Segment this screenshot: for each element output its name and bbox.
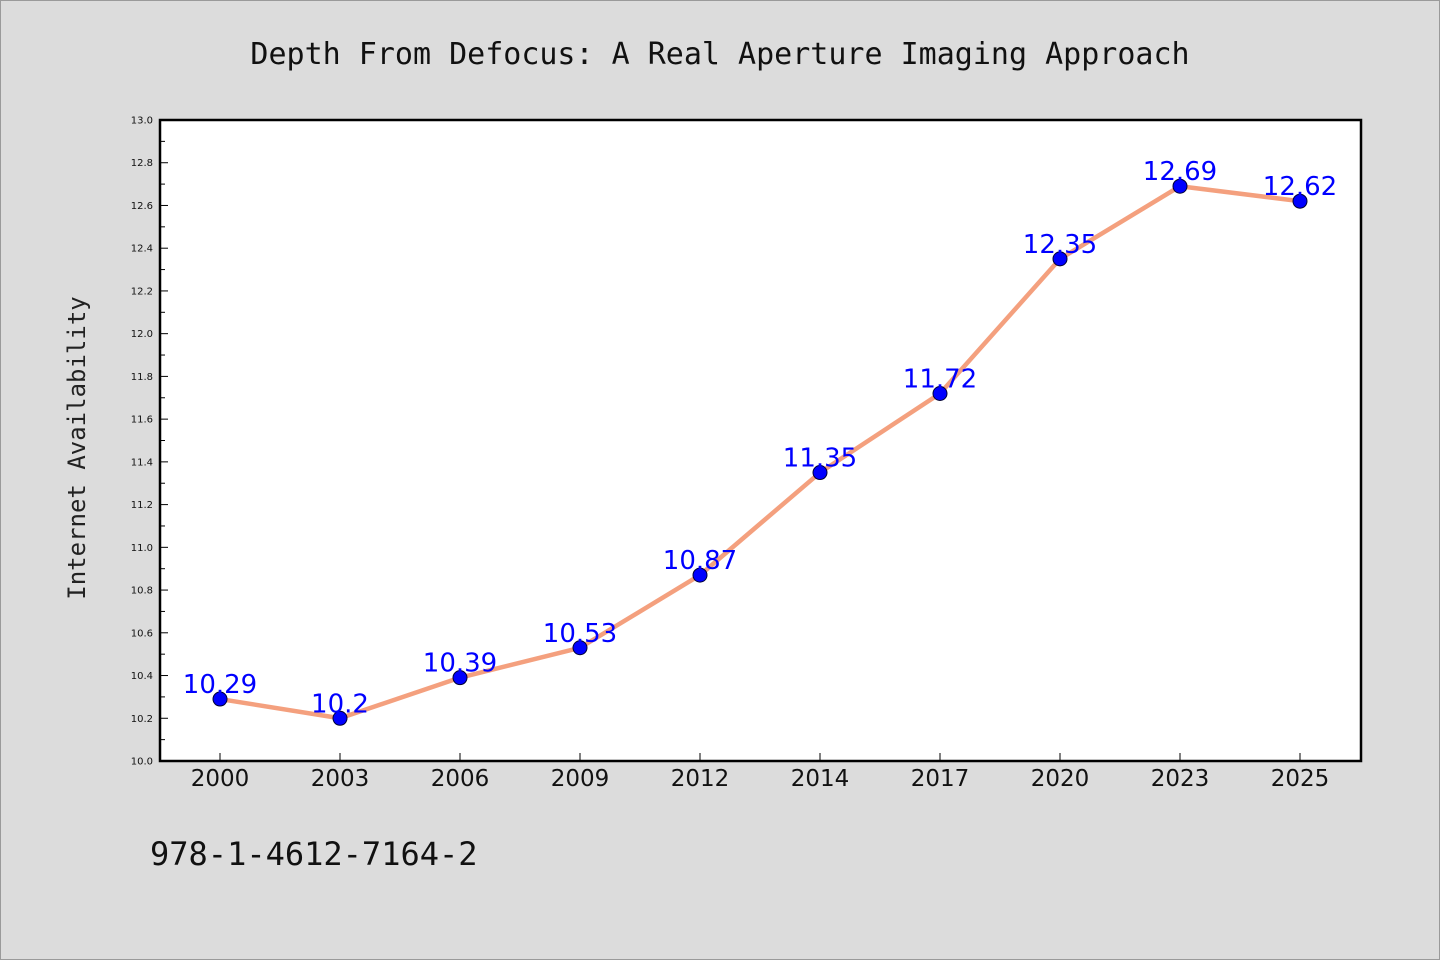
data-point <box>212 691 228 707</box>
y-tick-label: 12.6 <box>131 201 153 212</box>
x-tick-label: 2000 <box>191 766 250 792</box>
y-tick-label: 11.0 <box>131 543 153 554</box>
y-tick-label: 10.2 <box>131 714 153 725</box>
data-label: 12.69 <box>1143 157 1217 187</box>
y-tick-label: 10.8 <box>131 586 153 597</box>
y-tick-label: 13.0 <box>131 116 153 127</box>
data-label: 11.35 <box>783 444 857 474</box>
marker-group <box>212 178 1308 726</box>
data-point <box>812 465 828 481</box>
y-tick-label: 11.6 <box>131 415 153 426</box>
data-label: 10.53 <box>543 619 617 649</box>
data-point <box>572 640 588 656</box>
y-tick-label: 12.8 <box>131 158 153 169</box>
chart-title: Depth From Defocus: A Real Aperture Imag… <box>250 37 1189 72</box>
data-label: 10.87 <box>663 546 737 576</box>
y-tick-label: 10.4 <box>131 671 153 682</box>
data-label: 12.62 <box>1263 172 1337 202</box>
x-tick-label: 2006 <box>431 766 490 792</box>
y-axis-label: Internet Availability <box>63 296 91 599</box>
y-tick-label: 12.4 <box>131 244 153 255</box>
data-label: 10.39 <box>423 649 497 679</box>
data-point <box>332 710 348 726</box>
series-line-group <box>217 183 1303 721</box>
data-point <box>1052 251 1068 267</box>
y-tick-label: 12.0 <box>131 329 153 340</box>
isbn-text: 978-1-4612-7164-2 <box>150 835 478 873</box>
x-tick-label: 2003 <box>311 766 370 792</box>
x-tick-label: 2020 <box>1031 766 1090 792</box>
y-tick-label: 11.8 <box>131 372 153 383</box>
data-label-group: 10.29 10.2 10.39 10.53 10.87 11.35 11.72 12.35 1… <box>183 157 1337 719</box>
y-tick-label: 11.2 <box>131 500 153 511</box>
plot-area <box>158 118 1363 763</box>
x-tick-label: 2025 <box>1271 766 1330 792</box>
data-label: 10.2 <box>311 689 369 719</box>
x-axis-ticks: 2000 2003 2006 2009 2012 2014 2017 2020 2023 2025 <box>191 753 1330 792</box>
y-tick-label: 12.2 <box>131 286 153 297</box>
data-label: 11.72 <box>903 364 977 394</box>
data-label: 12.35 <box>1023 230 1097 260</box>
x-tick-label: 2012 <box>671 766 730 792</box>
data-point <box>1172 178 1188 194</box>
data-point <box>452 670 468 686</box>
y-axis-ticks: 10.0 10.2 10.4 10.6 10.8 11.0 11.2 11.4 11.6 11.8… <box>131 116 168 768</box>
x-tick-label: 2023 <box>1151 766 1210 792</box>
data-point <box>932 385 948 401</box>
y-tick-label: 11.4 <box>131 457 153 468</box>
series-line <box>217 183 1303 721</box>
y-tick-label: 10.0 <box>131 757 153 768</box>
data-label: 10.29 <box>183 670 257 700</box>
data-point <box>692 567 708 583</box>
x-tick-label: 2014 <box>791 766 850 792</box>
x-tick-label: 2009 <box>551 766 610 792</box>
x-tick-label: 2017 <box>911 766 970 792</box>
data-point <box>1292 193 1308 209</box>
y-tick-label: 10.6 <box>131 628 153 639</box>
